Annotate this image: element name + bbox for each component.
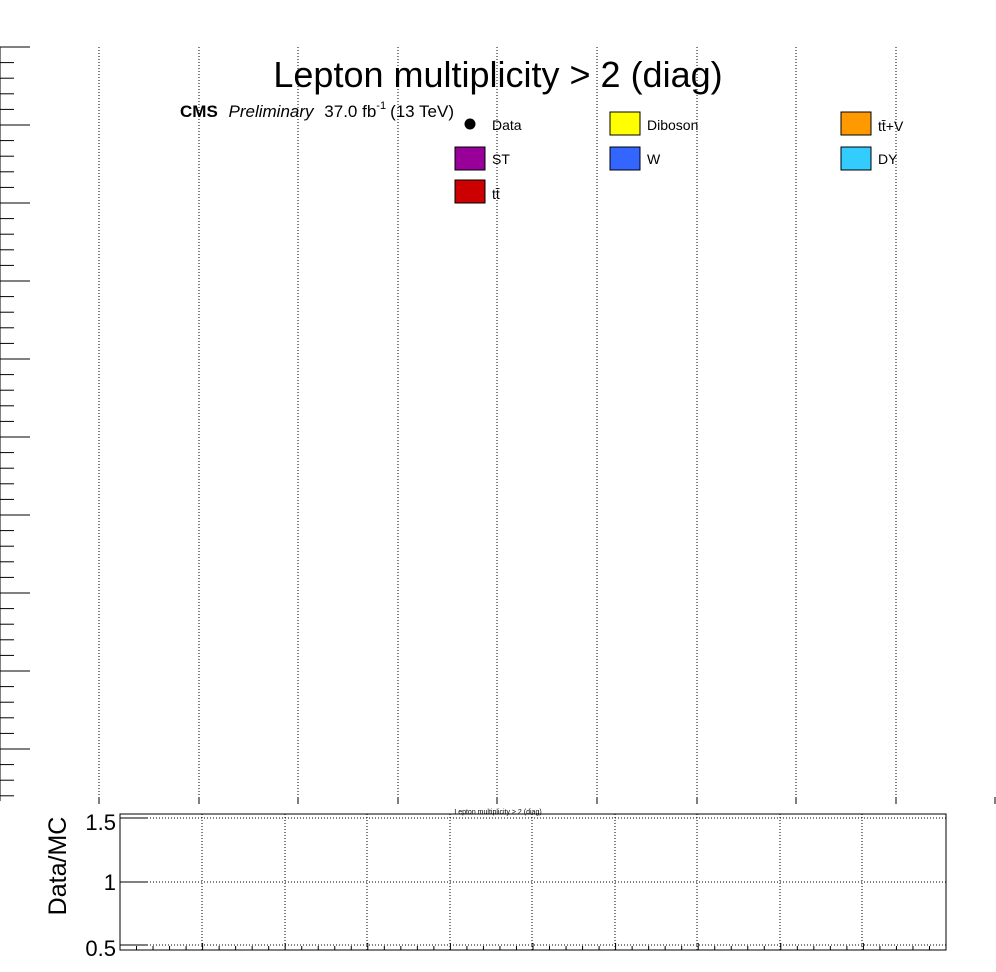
legend-label-dy: DY [878,151,898,167]
legend-label-tt: tt̄ [492,186,500,202]
chart-title: Lepton multiplicity > 2 (diag) [273,54,722,95]
legend-label-ttv: tt̄+V [878,118,904,134]
legend-label-diboson: Diboson [647,117,698,133]
legend-data-marker [464,118,476,130]
main-x-ticks [98,797,996,804]
legend-entry-st: ST [454,146,510,171]
legend-entry-dy: DY [840,146,898,171]
legend-label-w: W [647,151,661,167]
main-y-ticks [0,46,30,797]
legend-swatch-tt [454,179,486,204]
cms-status: Preliminary [229,102,316,121]
cms-lumi-exponent: -1 [376,100,386,112]
cms-experiment: CMS [180,102,218,121]
ratio-y-tick-label-1: 1 [104,870,116,895]
cms-lumi: 37.0 fb [324,102,376,121]
legend: Data Diboson tt̄+V ST W DY [454,111,904,204]
ratio-y-ticks [120,817,148,946]
legend-entry-ttv: tt̄+V [840,111,904,136]
ratio-pad: Lepton multiplicity > 2 (diag) Data/MC 1… [44,809,947,961]
legend-swatch-ttv [840,111,872,136]
ratio-y-tick-label-0.5: 0.5 [85,936,116,961]
legend-entry-diboson: Diboson [609,111,698,136]
ratio-gridlines [120,814,946,950]
legend-entry-data: Data [464,117,522,133]
legend-swatch-diboson [609,111,641,136]
legend-label-st: ST [492,151,510,167]
legend-swatch-st [454,146,486,171]
ratio-y-axis-label: Data/MC [44,817,72,916]
legend-swatch-w [609,146,641,171]
cms-label: CMS Preliminary 37.0 fb-1 (13 TeV) [180,100,454,121]
ratio-x-ticks [119,943,947,950]
ratio-y-tick-label-1.5: 1.5 [85,810,116,835]
cms-energy: (13 TeV) [390,102,454,121]
legend-entry-tt: tt̄ [454,179,500,204]
ratio-pad-title: Lepton multiplicity > 2 (diag) [454,809,541,816]
legend-label-data: Data [492,117,522,133]
main-pad: Lepton multiplicity > 2 (diag) CMS Preli… [0,46,996,804]
legend-entry-w: W [609,146,661,171]
legend-swatch-dy [840,146,872,171]
